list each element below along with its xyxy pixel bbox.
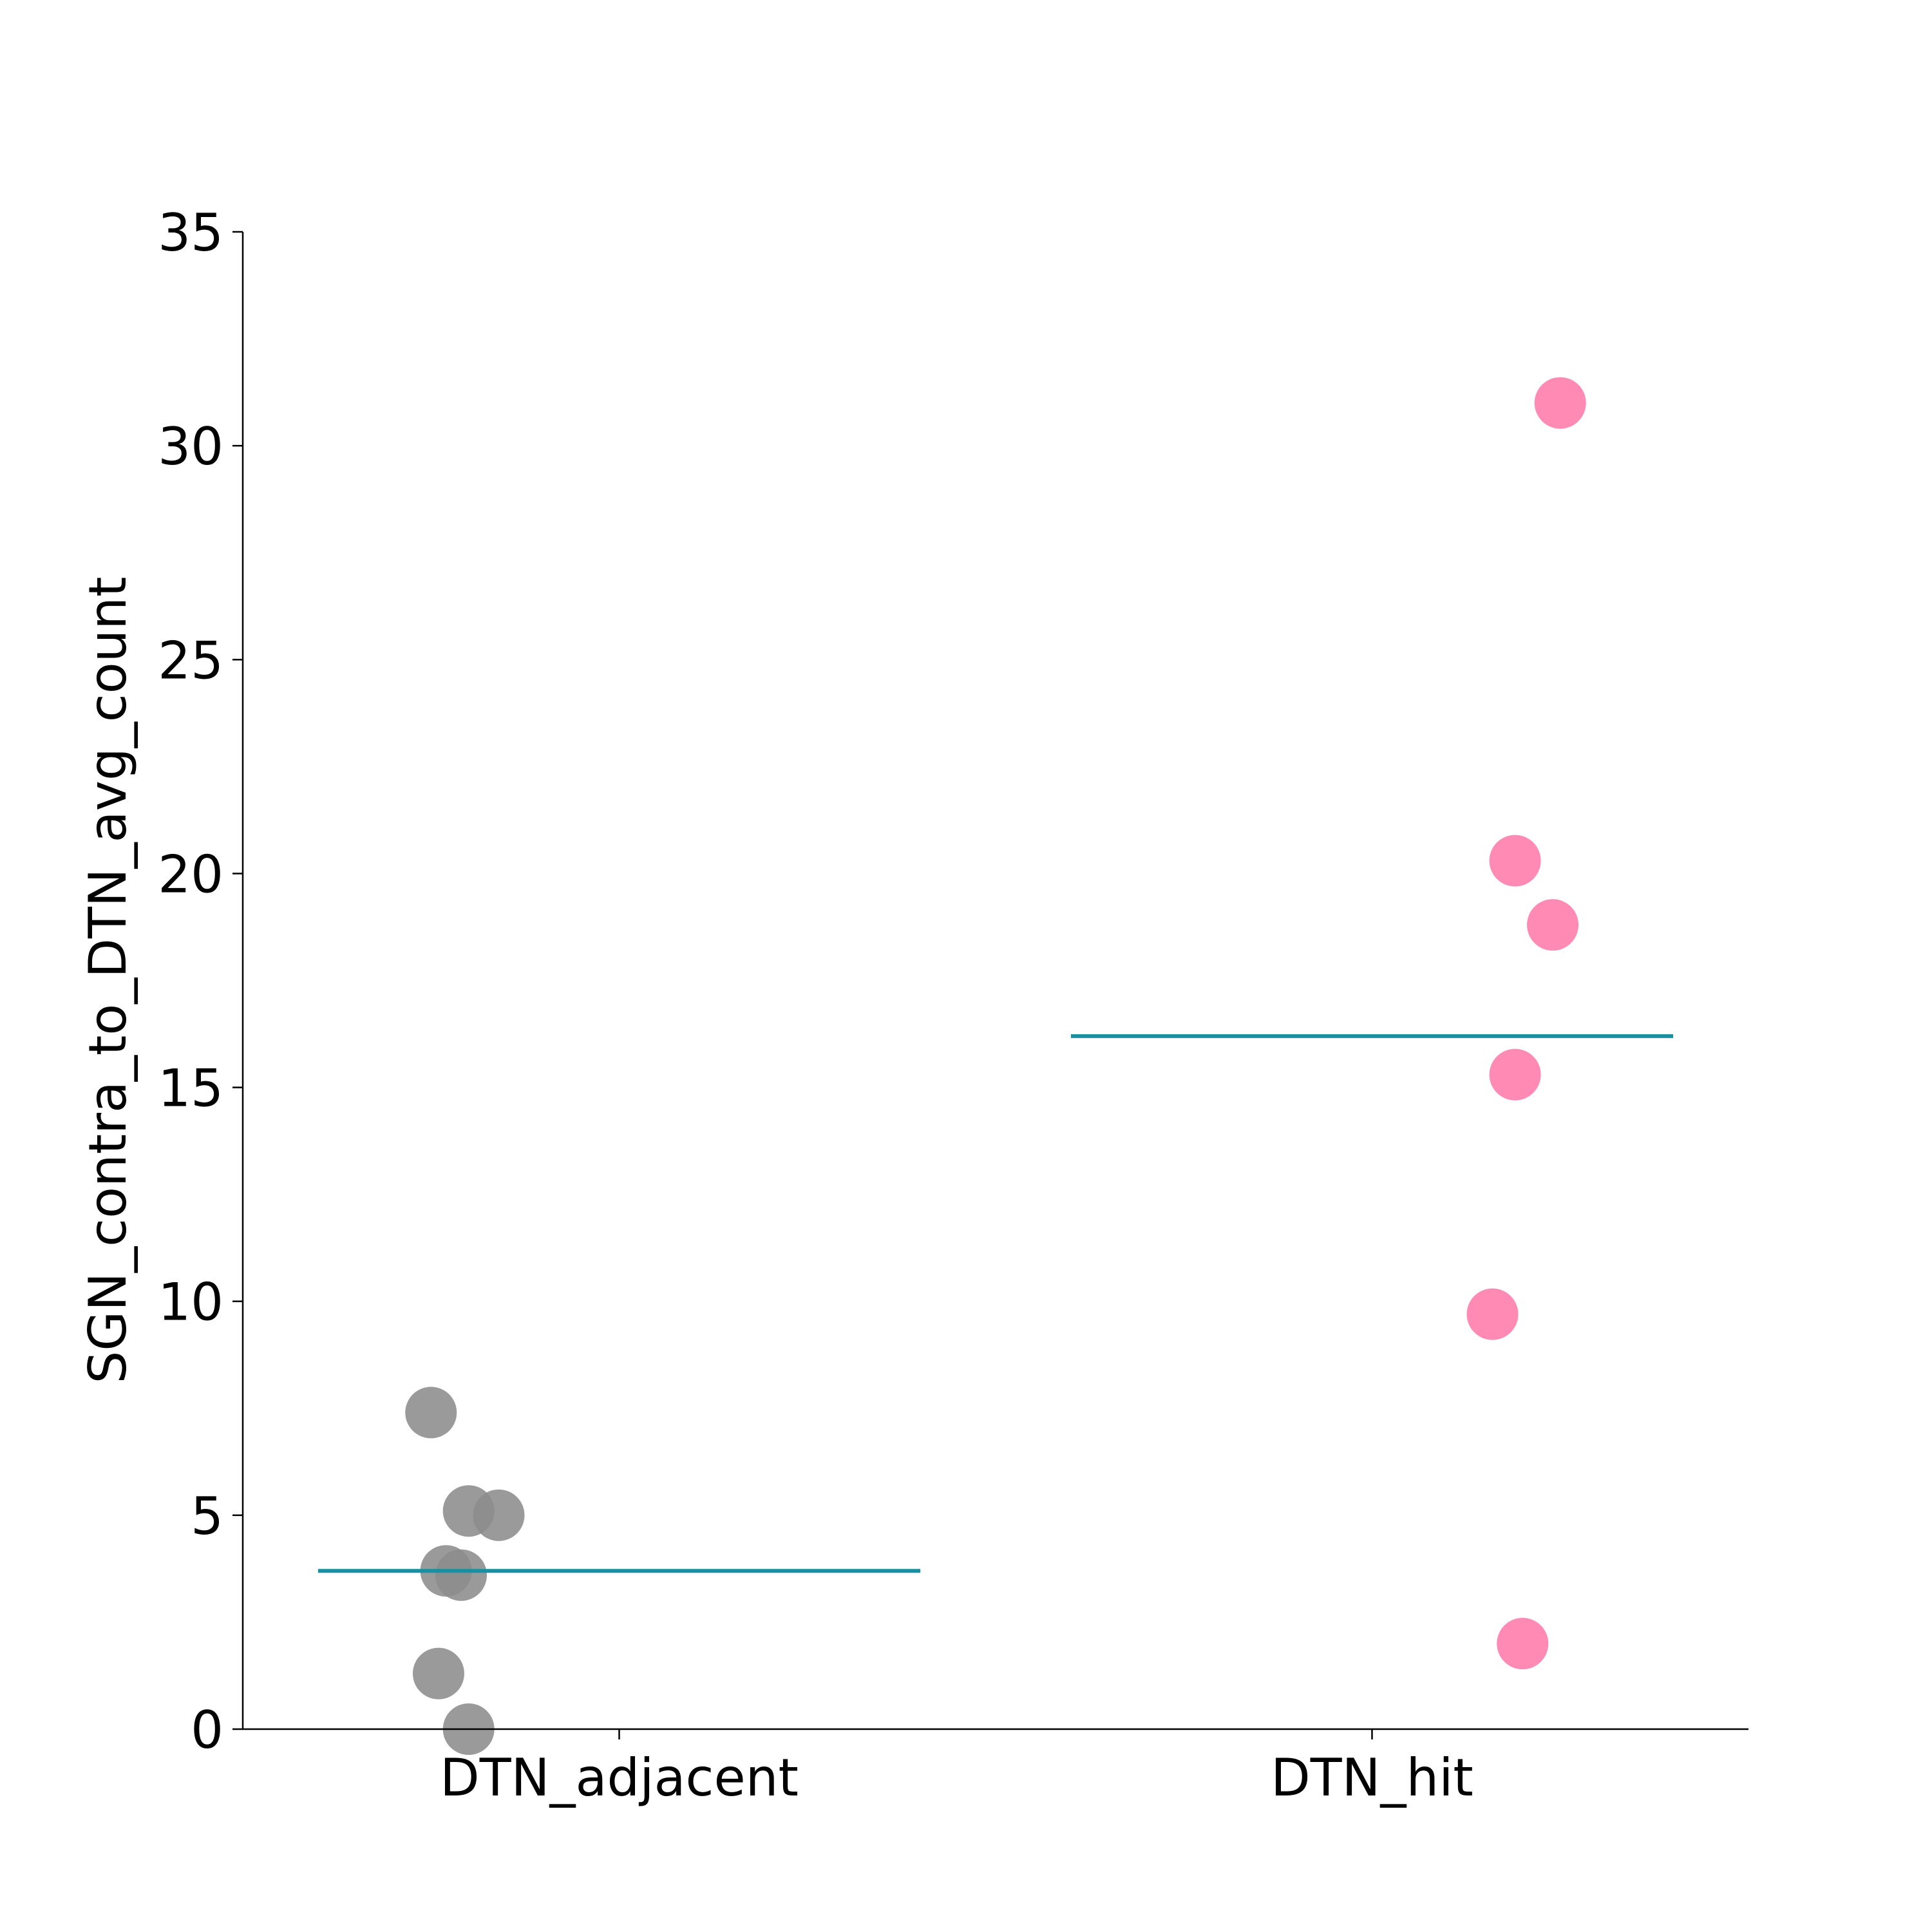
data-point: [435, 1549, 488, 1601]
y-axis-label: SGN_contra_to_DTN_avg_count: [78, 576, 138, 1383]
y-tick-label: 25: [158, 630, 223, 690]
data-point: [405, 1387, 457, 1439]
x-axis-ticks: DTN_adjacent DTN_hit: [440, 1729, 1473, 1808]
x-tick-label: DTN_adjacent: [440, 1748, 799, 1808]
data-point: [1466, 1288, 1519, 1340]
data-point: [473, 1489, 525, 1541]
data-point: [412, 1647, 464, 1700]
y-tick-label: 20: [158, 844, 223, 904]
data-point: [1489, 1048, 1541, 1101]
y-tick-label: 10: [158, 1273, 223, 1332]
y-tick-label: 30: [158, 417, 223, 477]
mean-lines: [317, 1034, 1674, 1573]
y-axis-ticks: 0 5 10 15 20 25 30 35: [158, 203, 243, 1760]
y-tick-label: 15: [158, 1059, 223, 1119]
y-tick-label: 5: [191, 1486, 223, 1546]
y-tick-label: 35: [158, 203, 223, 263]
data-point: [1497, 1618, 1549, 1670]
x-tick-label: DTN_hit: [1271, 1748, 1473, 1808]
data-point: [1489, 835, 1541, 887]
data-point: [1534, 377, 1586, 429]
y-tick-label: 0: [191, 1700, 223, 1760]
data-points: [405, 377, 1586, 1755]
data-point: [1527, 899, 1579, 951]
